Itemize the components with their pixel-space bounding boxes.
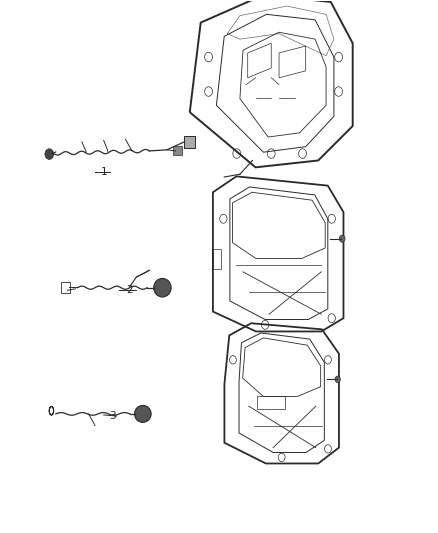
FancyBboxPatch shape [184,136,195,148]
Text: 3: 3 [109,411,116,421]
Ellipse shape [154,278,171,297]
Circle shape [45,149,53,159]
Text: 2: 2 [127,285,133,295]
FancyBboxPatch shape [173,146,182,155]
Ellipse shape [134,406,151,422]
Text: 1: 1 [100,167,107,177]
Circle shape [335,376,340,383]
Circle shape [339,235,345,242]
Bar [213,249,221,269]
